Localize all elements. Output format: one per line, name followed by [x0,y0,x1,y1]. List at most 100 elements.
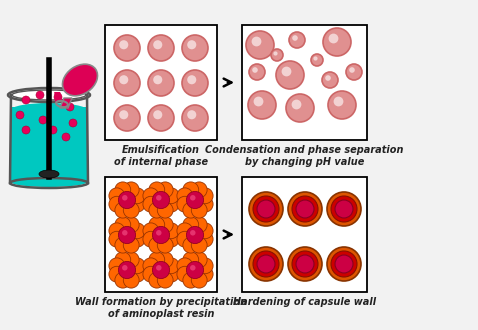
Circle shape [148,105,174,131]
Circle shape [123,272,139,288]
Circle shape [153,40,163,49]
Circle shape [253,196,279,222]
Polygon shape [60,98,72,108]
Circle shape [114,105,140,131]
Circle shape [163,196,179,212]
Circle shape [109,231,125,247]
Circle shape [197,231,213,247]
Circle shape [143,223,159,239]
Circle shape [119,40,128,49]
Circle shape [288,192,322,226]
Circle shape [157,272,173,288]
Circle shape [183,252,199,268]
Circle shape [328,91,356,119]
Circle shape [156,195,162,201]
Ellipse shape [12,90,86,100]
Circle shape [249,64,265,80]
Circle shape [119,110,128,119]
Circle shape [129,196,145,212]
Circle shape [69,119,77,127]
Circle shape [156,230,162,236]
Circle shape [66,103,74,111]
Bar [242,177,367,292]
Circle shape [248,91,276,119]
Circle shape [191,252,207,268]
Circle shape [163,231,179,247]
Circle shape [115,237,130,253]
Bar [105,177,217,292]
Bar [105,25,217,140]
Ellipse shape [11,103,87,117]
Circle shape [149,237,165,253]
Circle shape [123,237,139,253]
Circle shape [286,94,314,122]
Circle shape [157,202,173,218]
Circle shape [143,266,159,282]
Circle shape [123,182,139,198]
Circle shape [123,217,139,233]
Circle shape [39,116,47,124]
Circle shape [22,96,30,104]
Circle shape [327,192,361,226]
Circle shape [331,196,357,222]
Circle shape [153,110,163,119]
Text: Emulsification
of internal phase: Emulsification of internal phase [114,145,208,167]
Circle shape [177,223,193,239]
Circle shape [197,188,213,204]
Circle shape [143,258,159,274]
Bar [242,25,367,140]
Circle shape [149,272,165,288]
Polygon shape [54,92,63,102]
Circle shape [183,202,199,218]
Circle shape [152,261,170,279]
Circle shape [292,100,302,110]
Circle shape [183,217,199,233]
Circle shape [257,200,275,218]
Circle shape [109,196,125,212]
Circle shape [334,97,343,106]
Circle shape [122,265,128,271]
Circle shape [197,223,213,239]
Circle shape [177,231,193,247]
Circle shape [335,200,353,218]
Circle shape [322,72,338,88]
Circle shape [143,231,159,247]
Circle shape [54,93,62,101]
Text: Condensation and phase separation
by changing pH value: Condensation and phase separation by cha… [205,145,404,167]
Circle shape [187,75,196,84]
Circle shape [119,75,128,84]
Circle shape [129,223,145,239]
Circle shape [331,251,357,277]
Circle shape [119,191,136,209]
Circle shape [253,251,279,277]
Circle shape [114,70,140,96]
Circle shape [177,188,193,204]
Circle shape [292,35,298,41]
Circle shape [115,202,130,218]
Circle shape [197,196,213,212]
Circle shape [187,110,196,119]
Circle shape [114,35,140,61]
Circle shape [273,51,278,55]
Circle shape [115,182,130,198]
Circle shape [153,75,163,84]
Circle shape [289,32,305,48]
Circle shape [149,182,165,198]
Circle shape [292,196,318,222]
Circle shape [183,272,199,288]
Circle shape [149,217,165,233]
Circle shape [143,196,159,212]
Circle shape [276,61,304,89]
Circle shape [182,35,208,61]
Circle shape [328,34,338,44]
Text: Wall formation by precipitation
of aminoplast resin: Wall formation by precipitation of amino… [75,297,247,318]
Circle shape [186,226,204,244]
Circle shape [119,261,136,279]
Circle shape [109,258,125,274]
Circle shape [251,37,261,47]
Circle shape [177,258,193,274]
Circle shape [163,266,179,282]
Circle shape [323,28,351,56]
Circle shape [148,35,174,61]
Circle shape [190,265,196,271]
